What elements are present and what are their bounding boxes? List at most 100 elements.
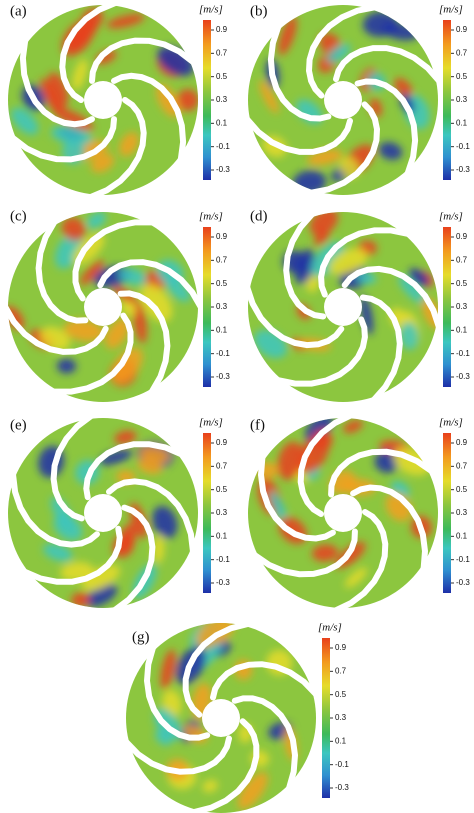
colorbar-tick-label: -0.1 <box>216 555 230 564</box>
contour-blob <box>294 249 316 285</box>
colorbar-tick-label: 0.1 <box>216 325 228 334</box>
contour-blob <box>61 217 86 241</box>
colorbar-tick-label: 0.9 <box>216 25 228 34</box>
blade <box>297 412 354 517</box>
contour-blob <box>71 592 90 608</box>
blade <box>243 115 353 155</box>
blade <box>50 312 134 395</box>
contour-blob <box>105 318 130 349</box>
colorbar-tick-label: 0.7 <box>335 666 347 675</box>
colorbar-tick-label: -0.1 <box>216 142 230 151</box>
panel: (a) [m/s] 0.9 0.7 0.5 0.3 0.1 -0.1 -0.3 <box>8 0 230 201</box>
colorbar-tick-label: 0.5 <box>216 279 228 288</box>
colorbar-tick-label: 0.1 <box>456 531 468 540</box>
blade <box>2 303 109 355</box>
blade <box>117 290 171 396</box>
colorbar-tick-label: 0.5 <box>216 72 228 81</box>
colorbar-tick-label: 0.9 <box>216 232 228 241</box>
contour-blob <box>79 259 104 286</box>
hub <box>202 699 240 737</box>
panel-label: (a) <box>10 3 27 19</box>
colorbar <box>322 638 330 798</box>
blade <box>267 23 332 122</box>
contour-blob <box>259 80 279 114</box>
colorbar-tick-label: 0.3 <box>216 508 228 517</box>
colorbar-tick-label: -0.3 <box>216 165 230 174</box>
blade <box>111 72 187 163</box>
blade <box>210 661 320 701</box>
colorbar-tick-label: 0.5 <box>456 485 468 494</box>
panel-label: (c) <box>10 208 27 224</box>
contour-blob <box>85 583 118 607</box>
contour-blob <box>269 490 288 524</box>
colorbar-tick-label: -0.3 <box>456 372 470 381</box>
contour-blob <box>106 13 145 29</box>
contour-blob <box>360 295 374 335</box>
colorbar-tick-label: 0.3 <box>216 302 228 311</box>
colorbar-tick-label: 0.3 <box>216 95 228 104</box>
contour-blob <box>114 430 137 445</box>
hub <box>324 288 362 326</box>
hub <box>324 81 362 119</box>
colorbar-tick-label: 0.9 <box>216 438 228 447</box>
contour-blob <box>72 58 88 91</box>
colorbar-unit: [m/s] <box>439 211 463 223</box>
contour-blob <box>119 523 137 553</box>
colorbar-tick-label: 0.7 <box>456 48 468 57</box>
contour-blob <box>343 420 363 434</box>
contour-blob <box>162 689 182 717</box>
blade <box>359 294 403 404</box>
colorbar-tick-label: 0.5 <box>456 279 468 288</box>
contour-blob <box>160 649 176 690</box>
contour-blob <box>119 132 139 157</box>
hub <box>84 288 122 326</box>
blade <box>354 78 419 177</box>
contour-blob <box>98 449 133 466</box>
colorbar-tick-label: 0.5 <box>335 690 347 699</box>
colorbar-tick-label: 0.1 <box>216 531 228 540</box>
colorbar-tick-label: 0.7 <box>456 255 468 264</box>
colorbar <box>443 20 451 180</box>
blade <box>72 219 156 302</box>
blade <box>9 116 117 163</box>
colorbar-tick-label: -0.1 <box>456 555 470 564</box>
blade <box>332 509 389 614</box>
blade <box>308 101 381 196</box>
contour-blob <box>11 107 39 135</box>
hub <box>84 81 122 119</box>
colorbar-tick-label: -0.3 <box>216 578 230 587</box>
colorbar-unit: [m/s] <box>199 211 223 223</box>
blade <box>190 718 260 813</box>
blade <box>341 265 442 330</box>
contour-blob <box>86 212 107 229</box>
blade <box>21 525 123 585</box>
contour-blob <box>398 275 427 305</box>
panel: (c) [m/s] 0.9 0.7 0.5 0.3 0.1 -0.1 -0.3 <box>2 208 230 402</box>
blade <box>257 454 336 542</box>
contour-blob <box>408 268 430 287</box>
contour-blob <box>362 11 398 37</box>
colorbar <box>443 433 451 593</box>
colorbar-tick-label: -0.1 <box>456 349 470 358</box>
blade <box>122 735 232 775</box>
contour-blob <box>111 347 143 384</box>
colorbar-tick-label: 0.9 <box>335 643 347 652</box>
contour-blob <box>56 358 77 374</box>
colorbar-tick-label: 0.1 <box>216 118 228 127</box>
colorbar-tick-label: 0.3 <box>456 95 468 104</box>
contour-blob <box>133 300 147 344</box>
blade <box>328 448 435 498</box>
colorbar-tick-label: 0.1 <box>335 736 347 745</box>
blade <box>106 478 196 555</box>
colorbar-tick-label: 0.7 <box>216 461 228 470</box>
colorbar <box>203 227 211 387</box>
contour-blob <box>152 505 178 539</box>
panel: (g) [m/s] 0.9 0.7 0.5 0.3 0.1 -0.1 -0.3 <box>122 620 349 813</box>
colorbar-tick-label: 0.9 <box>456 438 468 447</box>
colorbar-tick-label: 0.7 <box>456 461 468 470</box>
panel-label: (g) <box>132 629 150 645</box>
colorbar-tick-label: -0.1 <box>456 142 470 151</box>
contour-blob <box>119 267 147 286</box>
contour-blob <box>43 543 73 562</box>
blade <box>35 218 89 324</box>
